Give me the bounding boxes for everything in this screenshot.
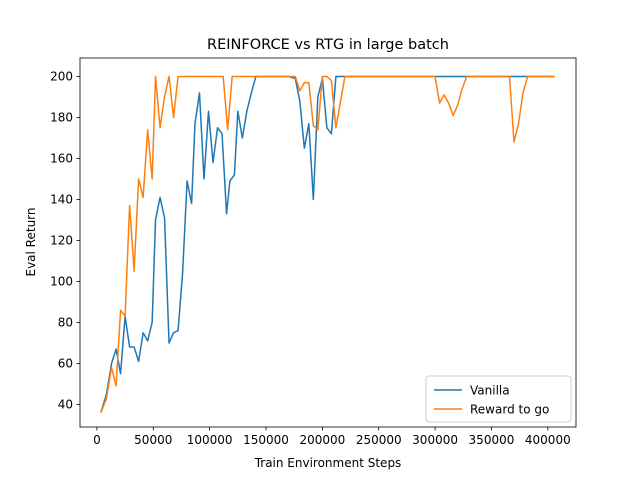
y-tick-label: 200 bbox=[50, 70, 73, 84]
y-axis-label: Eval Return bbox=[24, 207, 38, 276]
y-tick-label: 100 bbox=[50, 275, 73, 289]
x-tick-label: 250000 bbox=[356, 433, 402, 447]
axes-frame bbox=[79, 57, 577, 428]
y-tick-label: 80 bbox=[58, 316, 73, 330]
legend-entry: Reward to go bbox=[470, 402, 549, 416]
x-tick-label: 100000 bbox=[187, 433, 233, 447]
x-tick-label: 50000 bbox=[134, 433, 172, 447]
x-tick-label: 350000 bbox=[469, 433, 515, 447]
x-tick-label: 0 bbox=[93, 433, 101, 447]
chart-title: REINFORCE vs RTG in large batch bbox=[207, 37, 449, 53]
y-tick-label: 40 bbox=[58, 398, 73, 412]
x-tick-label: 200000 bbox=[299, 433, 345, 447]
x-tick-label: 300000 bbox=[412, 433, 458, 447]
y-tick-label: 180 bbox=[50, 111, 73, 125]
series-line-reward-to-go bbox=[100, 75, 555, 413]
legend-box bbox=[425, 375, 572, 423]
x-tick-label: 400000 bbox=[525, 433, 571, 447]
plot-area: 0 50000 100000 150000 200000 250000 300000 3500… bbox=[50, 57, 577, 447]
y-tick-label: 160 bbox=[50, 152, 73, 166]
x-axis-label: Train Environment Steps bbox=[254, 456, 402, 470]
series-line-vanilla bbox=[100, 75, 555, 413]
y-tick-label: 140 bbox=[50, 193, 73, 207]
y-tick-label: 60 bbox=[58, 357, 73, 371]
legend-entry: Vanilla bbox=[470, 383, 510, 397]
x-tick-label: 150000 bbox=[243, 433, 289, 447]
y-tick-label: 120 bbox=[50, 234, 73, 248]
legend: Vanilla Reward to go bbox=[425, 375, 572, 423]
